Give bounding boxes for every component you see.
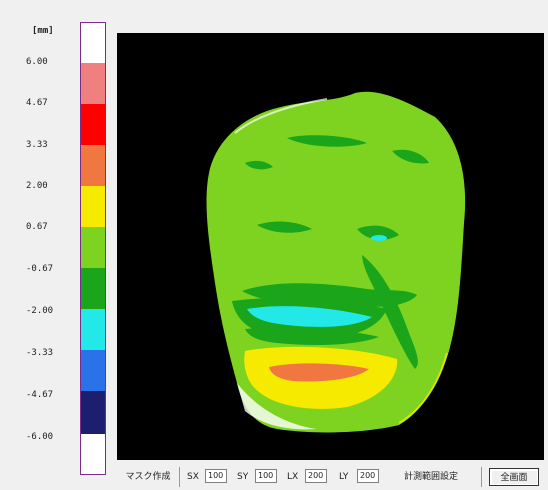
color-scale-bar	[80, 22, 106, 475]
sx-input[interactable]: 100	[205, 469, 227, 483]
color-swatch	[81, 309, 105, 350]
scale-tick-label: -4.67	[26, 390, 54, 400]
forehead-patch	[245, 160, 273, 170]
toolbar-separator	[179, 467, 180, 487]
sx-label: SX	[187, 472, 199, 482]
nasolabial-band	[362, 255, 418, 369]
scale-tick-label: -3.33	[26, 348, 54, 358]
left-eye-region	[257, 221, 312, 233]
color-swatch	[81, 391, 105, 434]
sy-label: SY	[237, 472, 249, 482]
scale-tick-label: -0.67	[26, 264, 54, 274]
ly-input[interactable]: 200	[357, 469, 379, 483]
scale-tick-label: 4.67	[26, 98, 48, 108]
color-swatch	[81, 145, 105, 186]
color-swatch	[81, 23, 105, 63]
unit-label: [mm]	[32, 26, 54, 36]
chin-orange-region	[269, 363, 369, 382]
scale-tick-label: 0.67	[26, 222, 48, 232]
color-swatch	[81, 63, 105, 104]
bottom-toolbar: マスク作成 SX 100 SY 100 LX 200 LY 200 計測範囲設定…	[117, 465, 548, 490]
jaw-edge	[398, 352, 448, 424]
scale-tick-label: -6.00	[26, 432, 54, 442]
scale-tick-label: -2.00	[26, 306, 54, 316]
create-mask-button[interactable]: マスク作成	[119, 468, 177, 486]
color-swatch	[81, 104, 105, 145]
forehead-edge	[234, 98, 328, 134]
toolbar-separator	[481, 467, 482, 487]
sy-input[interactable]: 100	[255, 469, 277, 483]
color-swatch	[81, 268, 105, 309]
face-displacement-map	[117, 33, 544, 460]
color-swatch	[81, 186, 105, 227]
lx-input[interactable]: 200	[305, 469, 327, 483]
color-swatch	[81, 350, 105, 391]
scale-tick-label: 3.33	[26, 140, 48, 150]
ly-label: LY	[339, 472, 349, 482]
measurement-range-button[interactable]: 計測範囲設定	[395, 468, 467, 486]
lx-label: LX	[287, 472, 299, 482]
scale-tick-label: 6.00	[26, 57, 48, 67]
right-eye-region	[357, 225, 399, 240]
face-region	[206, 91, 466, 433]
forehead-patch	[392, 149, 429, 164]
chin-white-edge	[237, 383, 317, 430]
fullscreen-button[interactable]: 全画面	[489, 468, 539, 486]
color-swatch	[81, 227, 105, 268]
lower-lip-band	[245, 327, 379, 345]
scale-tick-label: 2.00	[26, 181, 48, 191]
upper-lip-region	[247, 306, 372, 327]
color-swatch	[81, 434, 105, 474]
right-eye-highlight	[371, 235, 387, 241]
displacement-map-viewport[interactable]	[117, 33, 544, 460]
forehead-patch	[287, 135, 367, 147]
